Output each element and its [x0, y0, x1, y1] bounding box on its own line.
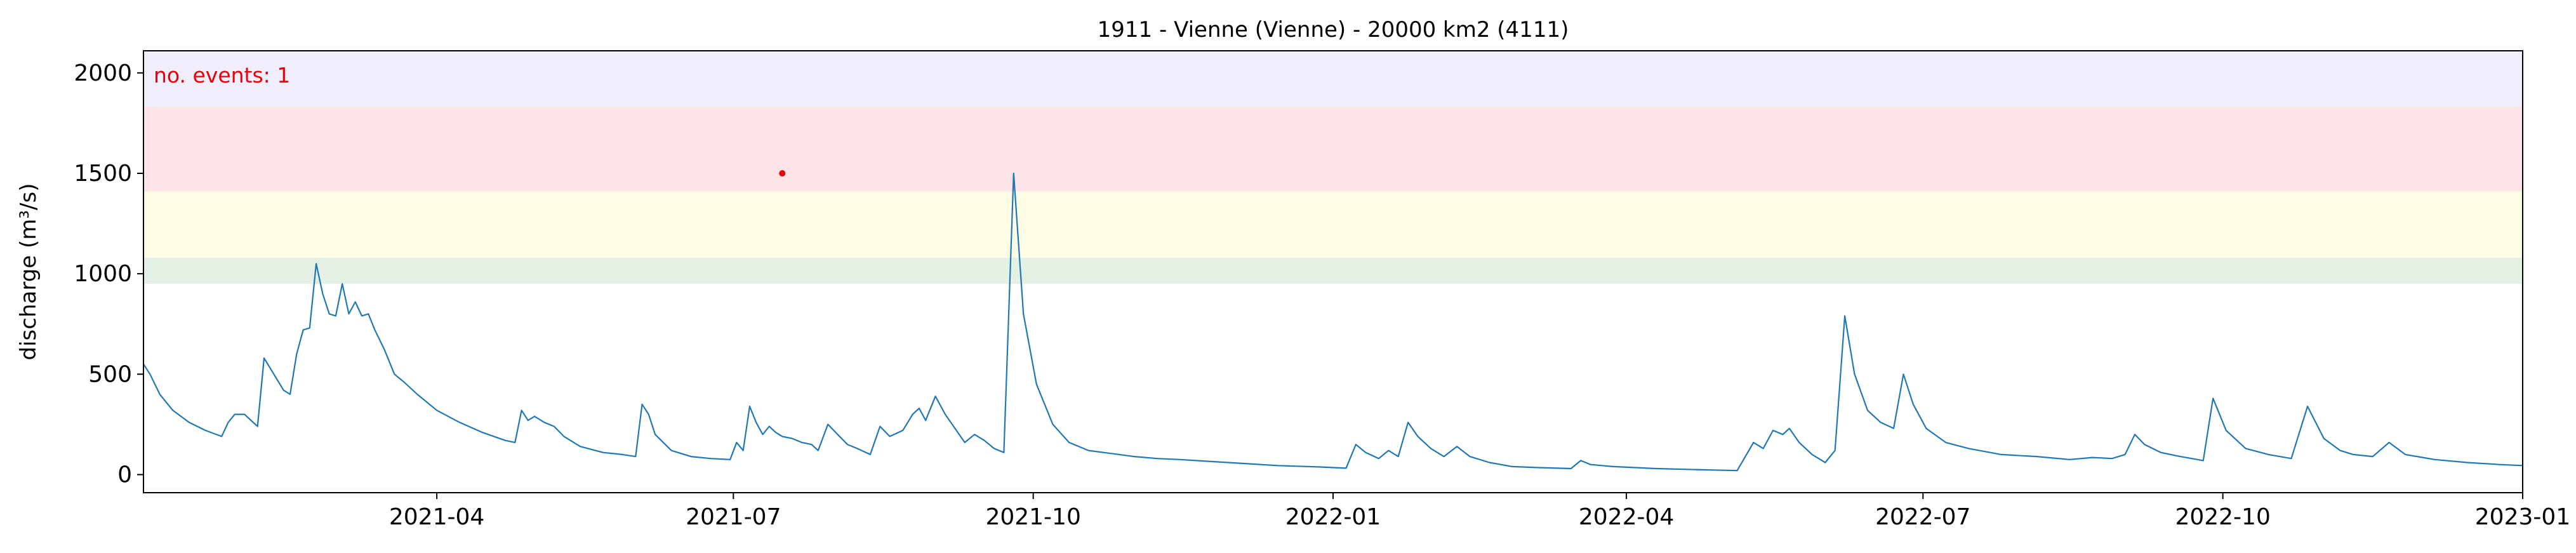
x-tick-label: 2022-01	[1285, 504, 1381, 530]
threshold-band-2	[143, 107, 2523, 192]
y-tick-label: 500	[88, 361, 132, 387]
threshold-band-0	[143, 257, 2523, 284]
x-axis: 2021-04 2021-07 2021-10 2022-01 2022-04 2022-…	[389, 493, 2570, 530]
y-tick-label: 0	[117, 462, 132, 488]
events-annotation: no. events: 1	[154, 63, 290, 88]
x-tick-label: 2023-01	[2475, 504, 2570, 530]
series-layer	[143, 172, 2523, 472]
x-tick-label: 2021-07	[686, 504, 781, 530]
y-axis-label: discharge (m³/s)	[16, 183, 41, 361]
discharge-series-line	[143, 172, 2523, 472]
x-tick-label: 2021-04	[389, 504, 484, 530]
y-tick-label: 1500	[74, 161, 132, 187]
x-tick-label: 2022-10	[2175, 504, 2270, 530]
y-axis: 0 500 1000 1500 2000	[74, 60, 143, 488]
y-tick-label: 1000	[74, 261, 132, 287]
x-tick-label: 2021-10	[985, 504, 1080, 530]
threshold-band-3	[143, 51, 2523, 107]
chart-title: 1911 - Vienne (Vienne) - 20000 km2 (4111…	[1098, 17, 1569, 43]
event-marker	[779, 170, 786, 177]
threshold-bands	[143, 51, 2523, 284]
x-tick-label: 2022-07	[1875, 504, 1970, 530]
x-tick-label: 2022-04	[1579, 504, 1674, 530]
event-markers	[779, 170, 786, 177]
y-tick-label: 2000	[74, 60, 132, 86]
threshold-band-1	[143, 191, 2523, 258]
